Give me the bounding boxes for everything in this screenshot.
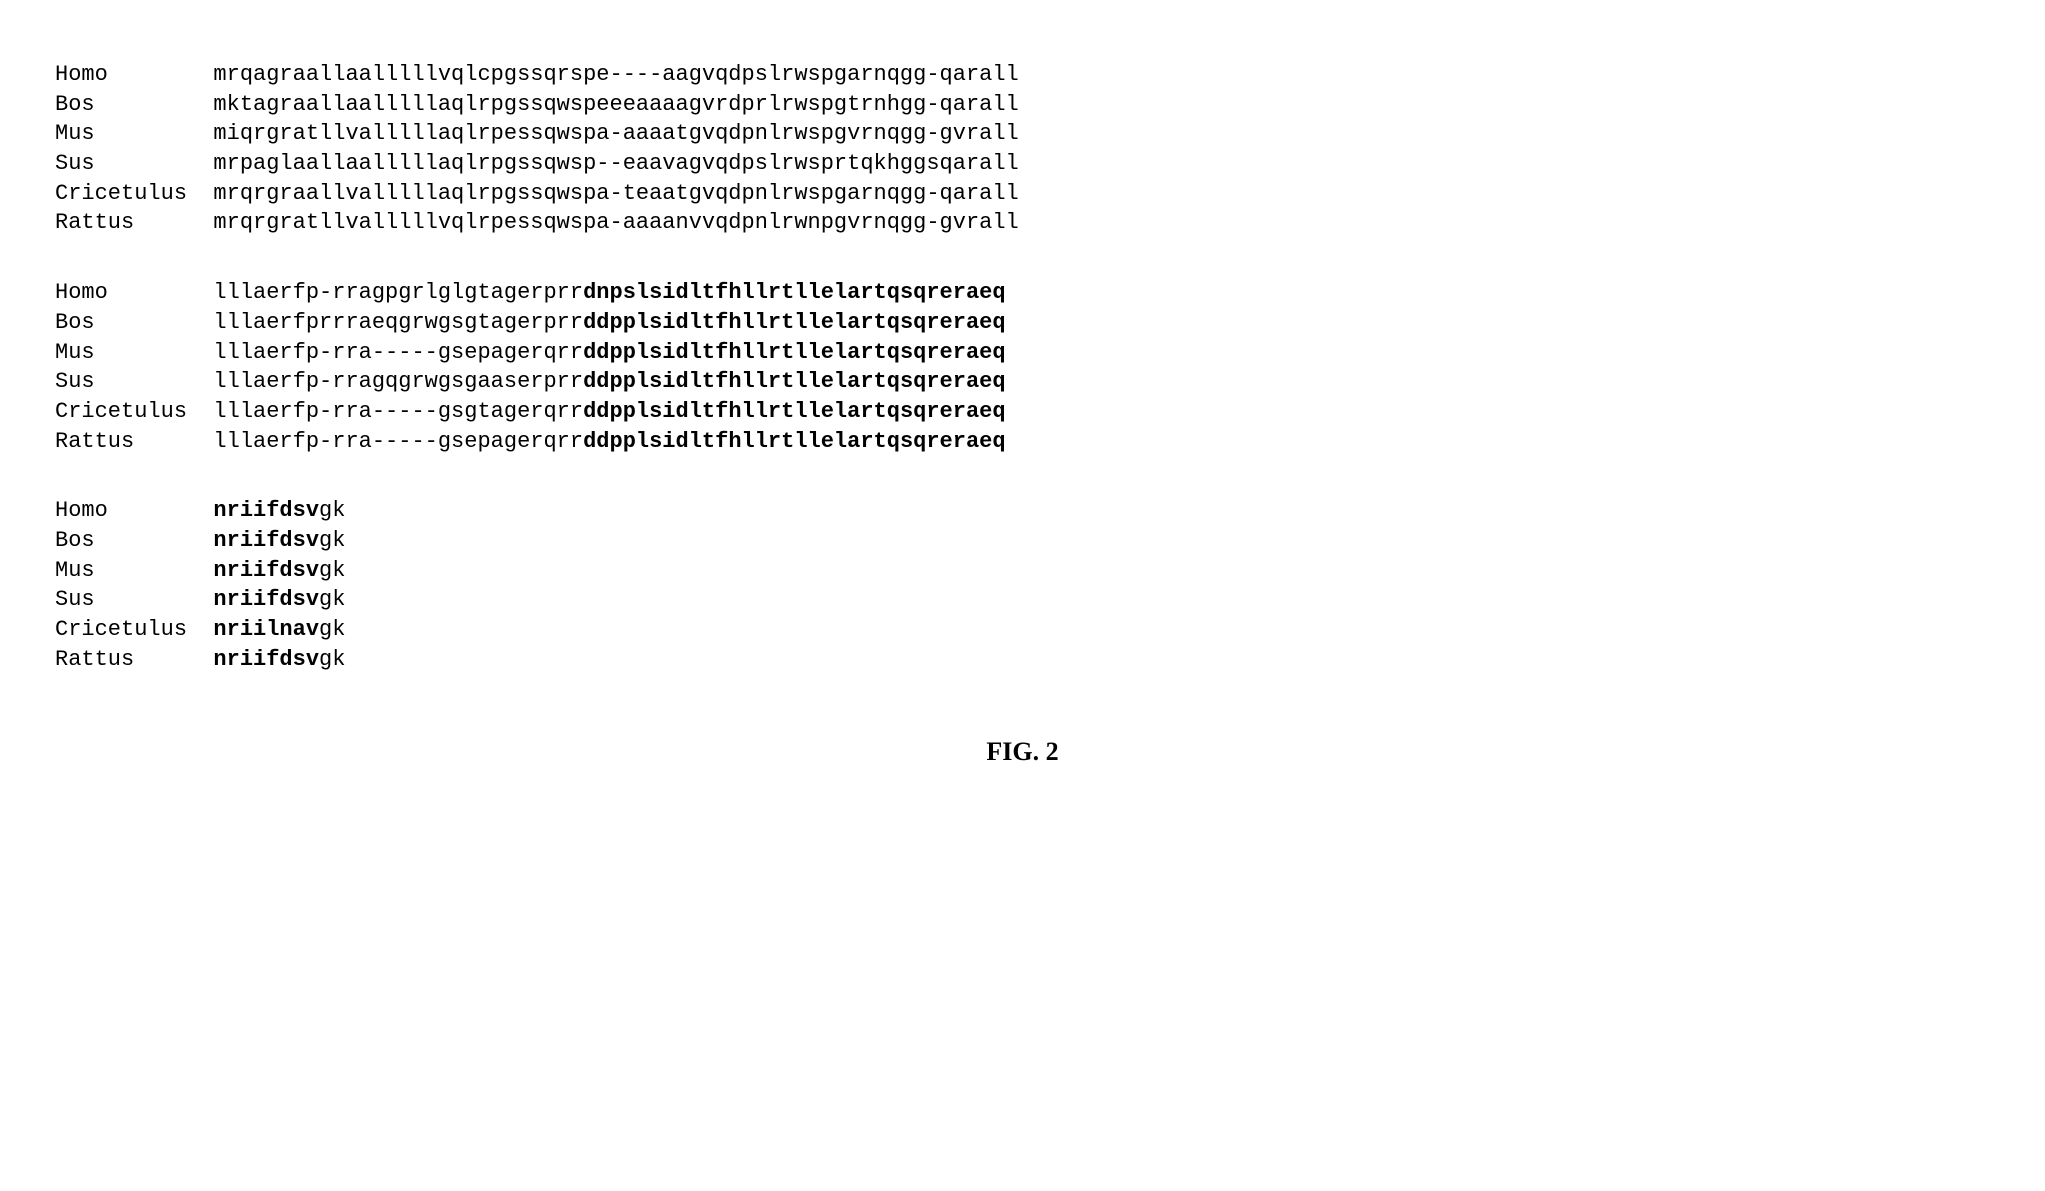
- sequence-segment-bold: nriifdsv: [213, 558, 319, 583]
- sequence-segment: lllaerfp-rra-----gsepagerqrr: [213, 429, 583, 454]
- alignment-row: Susmrpaglaallaalllllaqlrpgssqwsp--eaavag…: [55, 149, 1990, 179]
- species-label: Bos: [55, 308, 213, 338]
- sequence-segment-bold: nriifdsv: [213, 587, 319, 612]
- sequence-segment: gk: [319, 528, 345, 553]
- species-label: Bos: [55, 526, 213, 556]
- sequence: mrpaglaallaalllllaqlrpgssqwsp--eaavagvqd…: [213, 149, 1018, 179]
- alignment-row: Suslllaerfp-rragqgrwgsgaaserprrddpplsidl…: [55, 367, 1990, 397]
- alignment-row: Cricetuluslllaerfp-rra-----gsgtagerqrrdd…: [55, 397, 1990, 427]
- alignment-row: Homolllaerfp-rragpgrlglgtagerprrdnpslsid…: [55, 278, 1990, 308]
- sequence: mrqrgraallvalllllaqlrpgssqwspa-teaatgvqd…: [213, 179, 1018, 209]
- species-label: Bos: [55, 90, 213, 120]
- sequence-segment: lllaerfprrraeqgrwgsgtagerprr: [213, 310, 583, 335]
- sequence-segment-bold: ddpplsidltfhllrtllelartqsqreraeq: [583, 340, 1005, 365]
- figure-caption: FIG. 2: [55, 734, 1990, 769]
- alignment-row: Musmiqrgratllvalllllaqlrpessqwspa-aaaatg…: [55, 119, 1990, 149]
- sequence: nriilnavgk: [213, 615, 345, 645]
- sequence-segment: lllaerfp-rragpgrlglgtagerprr: [213, 280, 583, 305]
- sequence-segment: mrqrgratllvalllllvqlrpessqwspa-aaaanvvqd…: [213, 210, 1018, 235]
- species-label: Rattus: [55, 208, 213, 238]
- sequence-segment: gk: [319, 647, 345, 672]
- alignment-row: Bosnriifdsvgk: [55, 526, 1990, 556]
- sequence: nriifdsvgk: [213, 526, 345, 556]
- sequence: lllaerfp-rra-----gsgtagerqrrddpplsidltfh…: [213, 397, 1005, 427]
- species-label: Sus: [55, 585, 213, 615]
- sequence-segment-bold: nriifdsv: [213, 528, 319, 553]
- sequence: lllaerfp-rragqgrwgsgaaserprrddpplsidltfh…: [213, 367, 1005, 397]
- sequence-segment-bold: nriifdsv: [213, 498, 319, 523]
- sequence: mrqrgratllvalllllvqlrpessqwspa-aaaanvvqd…: [213, 208, 1018, 238]
- sequence: nriifdsvgk: [213, 585, 345, 615]
- sequence: nriifdsvgk: [213, 496, 345, 526]
- sequence-segment: gk: [319, 498, 345, 523]
- alignment-block: HomonriifdsvgkBosnriifdsvgkMusnriifdsvgk…: [55, 496, 1990, 674]
- species-label: Cricetulus: [55, 615, 213, 645]
- sequence: lllaerfp-rra-----gsepagerqrrddpplsidltfh…: [213, 338, 1005, 368]
- sequence-segment: gk: [319, 587, 345, 612]
- alignment-row: Rattusnriifdsvgk: [55, 645, 1990, 675]
- sequence-segment: lllaerfp-rra-----gsepagerqrr: [213, 340, 583, 365]
- sequence-segment: lllaerfp-rra-----gsgtagerqrr: [213, 399, 583, 424]
- alignment-block: Homolllaerfp-rragpgrlglgtagerprrdnpslsid…: [55, 278, 1990, 456]
- sequence-segment-bold: ddpplsidltfhllrtllelartqsqreraeq: [583, 399, 1005, 424]
- sequence-segment-bold: dnpslsidltfhllrtllelartqsqreraeq: [583, 280, 1005, 305]
- sequence-segment-bold: ddpplsidltfhllrtllelartqsqreraeq: [583, 369, 1005, 394]
- sequence-segment-bold: nriifdsv: [213, 647, 319, 672]
- alignment-row: Rattusmrqrgratllvalllllvqlrpessqwspa-aaa…: [55, 208, 1990, 238]
- species-label: Mus: [55, 119, 213, 149]
- sequence: lllaerfp-rragpgrlglgtagerprrdnpslsidltfh…: [213, 278, 1005, 308]
- alignment-row: Susnriifdsvgk: [55, 585, 1990, 615]
- sequence: lllaerfp-rra-----gsepagerqrrddpplsidltfh…: [213, 427, 1005, 457]
- alignment-row: Cricetulusnriilnavgk: [55, 615, 1990, 645]
- alignment-row: Cricetulusmrqrgraallvalllllaqlrpgssqwspa…: [55, 179, 1990, 209]
- species-label: Sus: [55, 149, 213, 179]
- sequence-segment-bold: ddpplsidltfhllrtllelartqsqreraeq: [583, 429, 1005, 454]
- species-label: Homo: [55, 496, 213, 526]
- species-label: Rattus: [55, 427, 213, 457]
- alignment-row: Boslllaerfprrraeqgrwgsgtagerprrddpplsidl…: [55, 308, 1990, 338]
- alignment-row: Bosmktagraallaalllllaqlrpgssqwspeeeaaaag…: [55, 90, 1990, 120]
- sequence: miqrgratllvalllllaqlrpessqwspa-aaaatgvqd…: [213, 119, 1018, 149]
- sequence: mrqagraallaalllllvqlcpgssqrspe----aagvqd…: [213, 60, 1018, 90]
- species-label: Rattus: [55, 645, 213, 675]
- sequence: nriifdsvgk: [213, 556, 345, 586]
- species-label: Sus: [55, 367, 213, 397]
- sequence-segment-bold: ddpplsidltfhllrtllelartqsqreraeq: [583, 310, 1005, 335]
- sequence: mktagraallaalllllaqlrpgssqwspeeeaaaagvrd…: [213, 90, 1018, 120]
- species-label: Mus: [55, 338, 213, 368]
- species-label: Mus: [55, 556, 213, 586]
- sequence: lllaerfprrraeqgrwgsgtagerprrddpplsidltfh…: [213, 308, 1005, 338]
- sequence-segment-bold: nriilnav: [213, 617, 319, 642]
- species-label: Homo: [55, 278, 213, 308]
- alignment-row: Homomrqagraallaalllllvqlcpgssqrspe----aa…: [55, 60, 1990, 90]
- sequence-segment: lllaerfp-rragqgrwgsgaaserprr: [213, 369, 583, 394]
- sequence-alignment: Homomrqagraallaalllllvqlcpgssqrspe----aa…: [55, 60, 1990, 674]
- sequence-segment: mrqrgraallvalllllaqlrpgssqwspa-teaatgvqd…: [213, 181, 1018, 206]
- sequence-segment: miqrgratllvalllllaqlrpessqwspa-aaaatgvqd…: [213, 121, 1018, 146]
- alignment-row: Homonriifdsvgk: [55, 496, 1990, 526]
- sequence-segment: mktagraallaalllllaqlrpgssqwspeeeaaaagvrd…: [213, 92, 1018, 117]
- sequence-segment: gk: [319, 617, 345, 642]
- alignment-row: Musnriifdsvgk: [55, 556, 1990, 586]
- alignment-row: Muslllaerfp-rra-----gsepagerqrrddpplsidl…: [55, 338, 1990, 368]
- species-label: Cricetulus: [55, 179, 213, 209]
- alignment-block: Homomrqagraallaalllllvqlcpgssqrspe----aa…: [55, 60, 1990, 238]
- sequence: nriifdsvgk: [213, 645, 345, 675]
- sequence-segment: gk: [319, 558, 345, 583]
- species-label: Cricetulus: [55, 397, 213, 427]
- species-label: Homo: [55, 60, 213, 90]
- sequence-segment: mrqagraallaalllllvqlcpgssqrspe----aagvqd…: [213, 62, 1018, 87]
- sequence-segment: mrpaglaallaalllllaqlrpgssqwsp--eaavagvqd…: [213, 151, 1018, 176]
- alignment-row: Rattuslllaerfp-rra-----gsepagerqrrddppls…: [55, 427, 1990, 457]
